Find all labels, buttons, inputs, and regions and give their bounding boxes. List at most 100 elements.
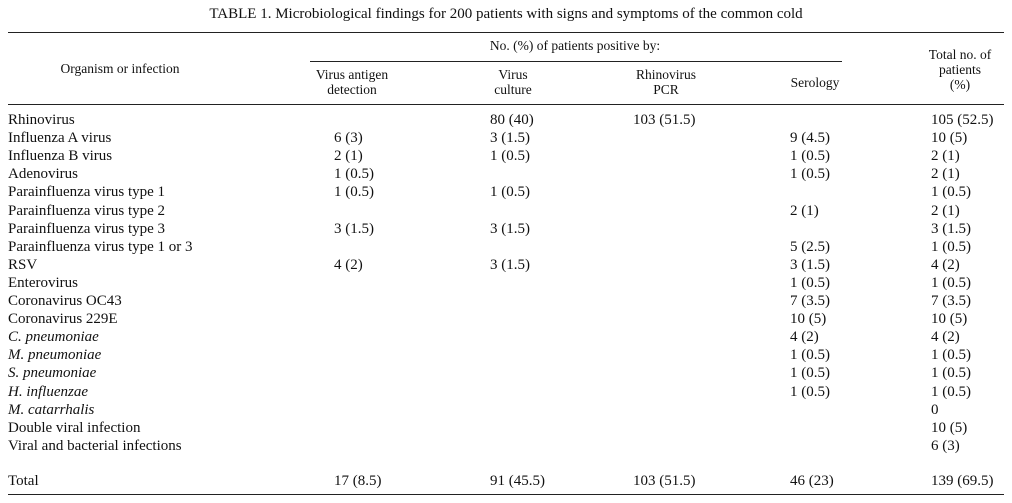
cell-antigen: 2 (1) bbox=[334, 148, 363, 165]
cell-serology: 1 (0.5) bbox=[790, 274, 830, 291]
table-row: Coronavirus OC43 7 (3.5) 7 (3.5) bbox=[0, 292, 1012, 310]
cell-serology: 1 (0.5) bbox=[790, 365, 830, 382]
cell-serology: 10 (5) bbox=[790, 311, 827, 328]
total-row: Total 17 (8.5) 91 (45.5) 103 (51.5) 46 (… bbox=[0, 472, 1012, 490]
table-row: Coronavirus 229E 10 (5) 10 (5) bbox=[0, 310, 1012, 328]
row-organism: Double viral infection bbox=[8, 419, 141, 436]
cell-total: 1 (0.5) bbox=[931, 238, 971, 255]
header-total: Total no. of patients (%) bbox=[905, 47, 1012, 92]
cell-serology: 4 (2) bbox=[790, 329, 819, 346]
table-row: H. influenzae 1 (0.5) 1 (0.5) bbox=[0, 383, 1012, 401]
header-antigen-line2: detection bbox=[327, 82, 377, 97]
cell-total: 1 (0.5) bbox=[931, 365, 971, 382]
cell-culture: 3 (1.5) bbox=[490, 256, 530, 273]
total-label: Total bbox=[8, 473, 39, 489]
header-culture-line1: Virus bbox=[498, 67, 528, 82]
row-organism: Parainfluenza virus type 3 bbox=[8, 220, 166, 237]
cell-total: 105 (52.5) bbox=[931, 112, 994, 128]
table-row: Parainfluenza virus type 2 2 (1) 2 (1) bbox=[0, 202, 1012, 220]
cell-serology: 3 (1.5) bbox=[790, 256, 830, 273]
table-row: Parainfluenza virus type 1 or 3 5 (2.5) 1 … bbox=[0, 238, 1012, 256]
row-organism: Parainfluenza virus type 1 bbox=[8, 184, 166, 201]
cell-total: 2 (1) bbox=[931, 148, 960, 165]
cell-antigen: 6 (3) bbox=[334, 130, 363, 147]
cell-culture: 1 (0.5) bbox=[490, 148, 530, 165]
cell-serology: 1 (0.5) bbox=[790, 166, 830, 183]
header-culture: Virus culture bbox=[463, 67, 563, 97]
header-culture-line2: culture bbox=[494, 82, 532, 97]
cell-culture: 80 (40) bbox=[490, 112, 534, 128]
header-pcr-line1: Rhinovirus bbox=[635, 67, 696, 82]
cell-total: 1 (0.5) bbox=[931, 347, 971, 364]
row-organism: H. influenzae bbox=[8, 383, 88, 400]
cell-total: 2 (1) bbox=[931, 166, 960, 183]
table-row: Rhinovirus 80 (40) 103 (51.5) 105 (52.5) bbox=[0, 111, 1012, 129]
table-row: Parainfluenza virus type 3 3 (1.5) 3 (1.5)… bbox=[0, 220, 1012, 238]
table-row: Viral and bacterial infections 6 (3) bbox=[0, 437, 1012, 455]
cell-serology: 1 (0.5) bbox=[790, 148, 830, 165]
header-serology: Serology bbox=[790, 75, 840, 90]
cell-total: 1 (0.5) bbox=[931, 274, 971, 291]
bottom-rule bbox=[8, 494, 1004, 495]
cell-total: 1 (0.5) bbox=[931, 184, 971, 201]
cell-total: 0 bbox=[931, 401, 939, 418]
row-organism: Coronavirus OC43 bbox=[8, 293, 122, 309]
total-total: 139 (69.5) bbox=[931, 473, 994, 489]
header-total-line3: (%) bbox=[949, 77, 971, 92]
cell-total: 7 (3.5) bbox=[931, 293, 971, 309]
table-row: Influenza B virus 2 (1) 1 (0.5) 1 (0.5) 2 (1… bbox=[0, 147, 1012, 165]
cell-antigen: 1 (0.5) bbox=[334, 184, 374, 201]
cell-antigen: 4 (2) bbox=[334, 256, 363, 273]
cell-total: 10 (5) bbox=[931, 311, 968, 328]
cell-serology: 1 (0.5) bbox=[790, 383, 830, 400]
cell-serology: 5 (2.5) bbox=[790, 238, 830, 255]
header-antigen-line1: Virus antigen bbox=[315, 67, 389, 82]
row-organism: Adenovirus bbox=[8, 166, 78, 183]
row-organism: Enterovirus bbox=[8, 274, 78, 291]
table-row: RSV 4 (2) 3 (1.5) 3 (1.5) 4 (2) bbox=[0, 256, 1012, 274]
table-row: Influenza A virus 6 (3) 3 (1.5) 9 (4.5) 10 (… bbox=[0, 129, 1012, 147]
row-organism: Influenza B virus bbox=[8, 148, 113, 165]
row-organism: Parainfluenza virus type 1 or 3 bbox=[8, 238, 193, 255]
header-organism: Organism or infection bbox=[60, 61, 180, 76]
cell-total: 2 (1) bbox=[931, 202, 960, 219]
cell-total: 4 (2) bbox=[931, 256, 960, 273]
row-organism: M. pneumoniae bbox=[8, 347, 102, 364]
cell-total: 3 (1.5) bbox=[931, 220, 971, 237]
header-antigen: Virus antigen detection bbox=[292, 67, 412, 97]
cell-total: 4 (2) bbox=[931, 329, 960, 346]
cell-pcr: 103 (51.5) bbox=[633, 112, 696, 128]
row-organism: S. pneumoniae bbox=[8, 365, 97, 382]
row-organism: Parainfluenza virus type 2 bbox=[8, 202, 166, 219]
row-organism: Influenza A virus bbox=[8, 130, 112, 147]
table-row: S. pneumoniae 1 (0.5) 1 (0.5) bbox=[0, 364, 1012, 382]
row-organism: Coronavirus 229E bbox=[8, 311, 118, 328]
cell-serology: 2 (1) bbox=[790, 202, 819, 219]
total-serology: 46 (23) bbox=[790, 473, 834, 489]
cell-serology: 1 (0.5) bbox=[790, 347, 830, 364]
row-organism: M. catarrhalis bbox=[8, 401, 95, 418]
cell-total: 1 (0.5) bbox=[931, 383, 971, 400]
table-row: M. catarrhalis 0 bbox=[0, 401, 1012, 419]
header-group: No. (%) of patients positive by: bbox=[489, 38, 661, 53]
table-row: Parainfluenza virus type 1 1 (0.5) 1 (0.5)… bbox=[0, 183, 1012, 201]
row-organism: RSV bbox=[8, 256, 38, 273]
cell-total: 6 (3) bbox=[931, 437, 960, 454]
table-row: Enterovirus 1 (0.5) 1 (0.5) bbox=[0, 274, 1012, 292]
header-pcr-line2: PCR bbox=[653, 82, 679, 97]
header-bottom-rule bbox=[8, 104, 1004, 105]
table-row: Adenovirus 1 (0.5) 1 (0.5) 2 (1) bbox=[0, 165, 1012, 183]
cell-antigen: 1 (0.5) bbox=[334, 166, 374, 183]
cell-antigen: 3 (1.5) bbox=[334, 220, 374, 237]
cell-total: 10 (5) bbox=[931, 130, 968, 147]
cell-serology: 7 (3.5) bbox=[790, 293, 830, 309]
top-rule bbox=[8, 32, 1004, 33]
row-organism: Viral and bacterial infections bbox=[8, 437, 182, 454]
total-antigen: 17 (8.5) bbox=[334, 473, 382, 489]
cell-total: 10 (5) bbox=[931, 419, 968, 436]
cell-culture: 1 (0.5) bbox=[490, 184, 530, 201]
row-organism: Rhinovirus bbox=[8, 112, 75, 128]
header-total-line2: patients bbox=[939, 62, 981, 77]
table-row: Double viral infection 10 (5) bbox=[0, 419, 1012, 437]
total-pcr: 103 (51.5) bbox=[633, 473, 696, 489]
